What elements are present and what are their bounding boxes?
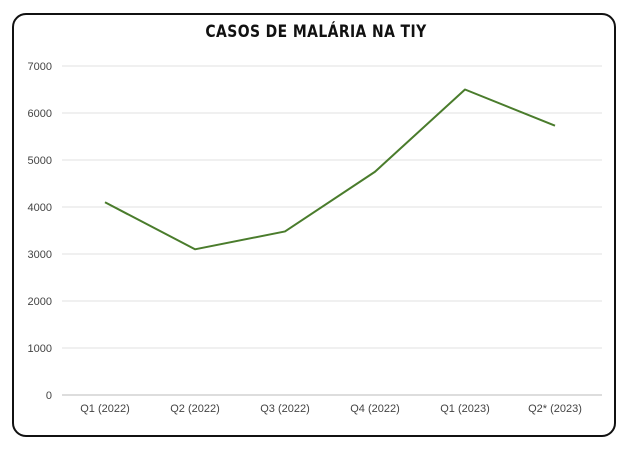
x-tick-label: Q2* (2023)	[528, 403, 582, 415]
y-tick-label: 1000	[28, 343, 52, 355]
y-tick-label: 7000	[28, 61, 52, 73]
chart-title: CASOS DE MALÁRIA NA TIY	[205, 22, 427, 42]
y-tick-label: 0	[46, 390, 52, 402]
x-tick-label: Q3 (2022)	[260, 403, 310, 415]
y-tick-label: 5000	[28, 155, 52, 167]
y-tick-label: 3000	[28, 249, 52, 261]
x-tick-label: Q2 (2022)	[170, 403, 220, 415]
y-tick-label: 6000	[28, 108, 52, 120]
series-line	[104, 88, 556, 251]
x-tick-label: Q1 (2023)	[440, 403, 490, 415]
y-tick-label: 2000	[28, 296, 52, 308]
x-tick-label: Q1 (2022)	[80, 403, 130, 415]
x-tick-label: Q4 (2022)	[350, 403, 400, 415]
chart-frame	[12, 13, 616, 437]
y-tick-label: 4000	[28, 202, 52, 214]
